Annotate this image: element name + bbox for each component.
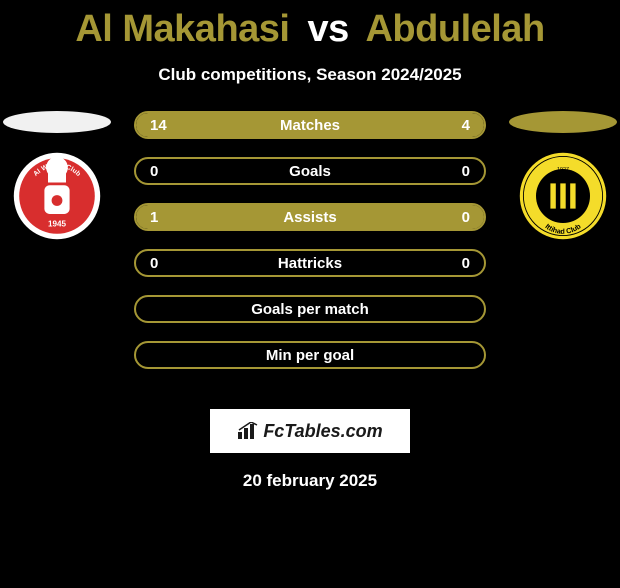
vs-text: vs — [308, 8, 349, 50]
stat-label: Goals per match — [136, 301, 484, 318]
stat-label: Matches — [136, 117, 484, 134]
svg-text:1945: 1945 — [48, 220, 66, 229]
stat-label: Hattricks — [136, 255, 484, 272]
stat-label: Min per goal — [136, 347, 484, 364]
right-club-crest-icon: Ittihad Club 1927 — [518, 151, 608, 241]
stat-row: 00Hattricks — [134, 249, 486, 277]
comparison-content: 1945 Al Wehda Club Ittihad Club 1927 144… — [0, 111, 620, 391]
stat-row: 144Matches — [134, 111, 486, 139]
comparison-title: Al Makahasi vs Abdulelah — [0, 8, 620, 51]
left-badge-column: 1945 Al Wehda Club — [2, 111, 112, 241]
player2-name: Abdulelah — [365, 8, 544, 50]
subtitle: Club competitions, Season 2024/2025 — [0, 65, 620, 85]
stat-label: Assists — [136, 209, 484, 226]
stat-label: Goals — [136, 163, 484, 180]
right-ellipse — [509, 111, 617, 133]
stat-bars: 144Matches 00Goals 10Assists 00Hattricks Goa… — [134, 111, 486, 369]
stat-row: Goals per match — [134, 295, 486, 323]
stat-row: 10Assists — [134, 203, 486, 231]
player1-name: Al Makahasi — [75, 8, 289, 50]
footer-date: 20 february 2025 — [0, 471, 620, 491]
right-badge-column: Ittihad Club 1927 — [508, 111, 618, 241]
brand-badge: FcTables.com — [210, 409, 410, 453]
stat-row: 00Goals — [134, 157, 486, 185]
left-ellipse — [3, 111, 111, 133]
brand-chart-icon — [237, 422, 259, 440]
svg-text:1927: 1927 — [557, 167, 569, 173]
left-club-crest-icon: 1945 Al Wehda Club — [12, 151, 102, 241]
brand-text: FcTables.com — [263, 421, 382, 442]
stat-row: Min per goal — [134, 341, 486, 369]
